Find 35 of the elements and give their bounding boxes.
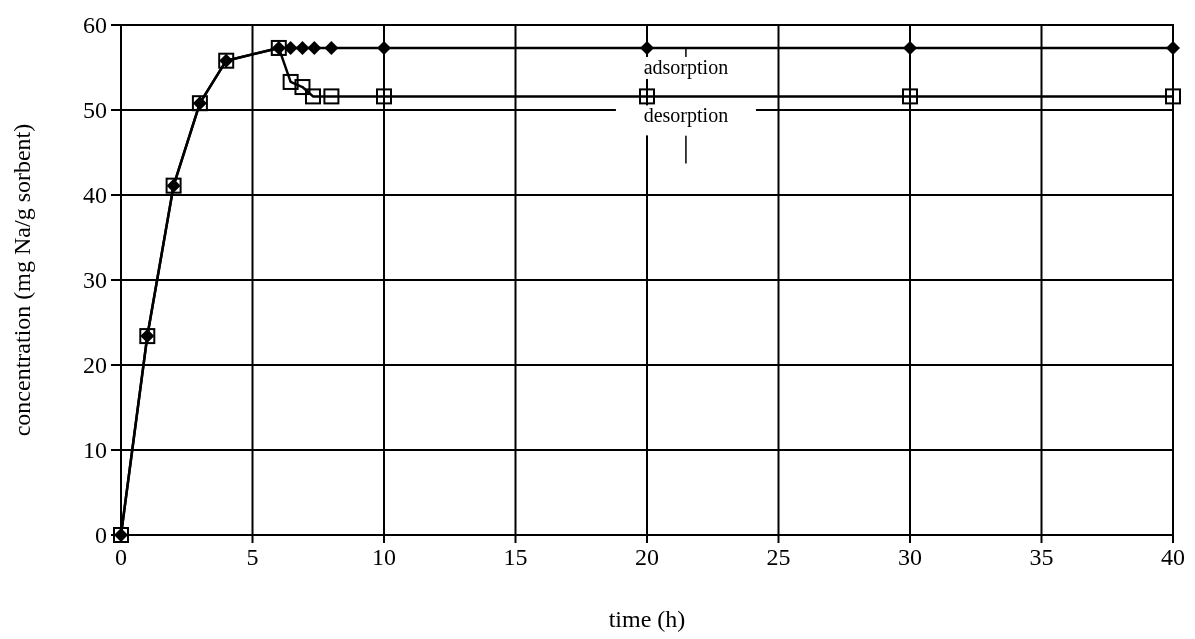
- point: [902, 88, 918, 105]
- point: [323, 88, 340, 105]
- x-tick-label: 0: [115, 544, 127, 570]
- y-axis-title: concentration (mg Na/g sorbent): [9, 123, 35, 437]
- point: [282, 73, 299, 90]
- x-axis-title: time (h): [608, 606, 686, 632]
- y-tick-label: 30: [83, 267, 107, 293]
- x-tick-label: 25: [766, 544, 791, 570]
- legend-label: adsorption: [643, 55, 729, 79]
- point: [324, 40, 339, 55]
- y-tick-label: 60: [83, 12, 107, 38]
- point: [295, 40, 310, 55]
- point: [304, 88, 321, 105]
- x-tick-label: 5: [246, 544, 259, 570]
- x-tick-label: 30: [898, 544, 922, 570]
- y-tick-label: 10: [83, 437, 107, 463]
- x-tick-label: 40: [1161, 544, 1185, 570]
- point: [1165, 88, 1181, 105]
- point: [903, 40, 917, 55]
- y-tick-label: 20: [83, 352, 107, 378]
- point: [639, 88, 655, 105]
- x-tick-label: 15: [503, 544, 528, 570]
- x-tick-label: 20: [635, 544, 659, 570]
- point: [1166, 40, 1180, 55]
- x-tick-label: 35: [1029, 544, 1054, 570]
- y-tick-label: 0: [95, 522, 107, 548]
- point: [294, 79, 311, 96]
- y-tick-label: 50: [83, 97, 107, 123]
- y-tick-label: 40: [83, 182, 107, 208]
- x-tick-label: 10: [372, 544, 396, 570]
- point: [377, 40, 391, 55]
- point: [376, 88, 392, 105]
- series-label: desorption: [643, 104, 729, 128]
- point: [307, 40, 322, 55]
- point: [640, 40, 654, 55]
